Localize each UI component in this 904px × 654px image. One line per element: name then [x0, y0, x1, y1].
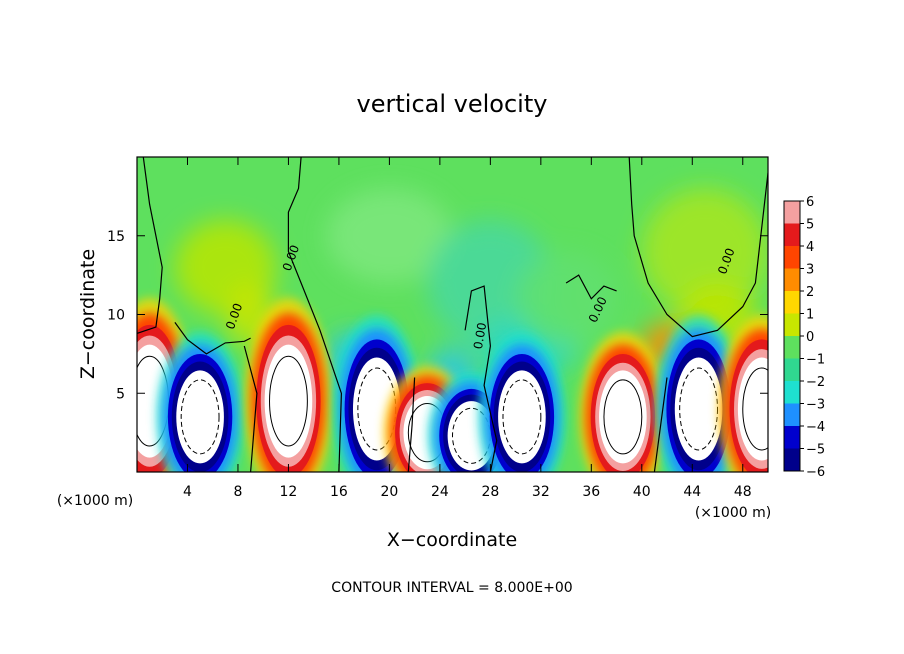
colorbar-tick-label: 4: [806, 240, 814, 255]
x-tick-label: 32: [532, 484, 550, 500]
colorbar-swatch: [784, 313, 800, 337]
y-unit-label: (×1000 m): [57, 493, 133, 509]
velocity-cell-8: [579, 331, 667, 472]
x-tick-label: 4: [183, 484, 192, 500]
x-tick-label: 8: [233, 484, 242, 500]
colorbar: 6 5 4 3 2 1 0 −1 −2 −3 −4 −5 −6: [783, 195, 825, 480]
velocity-cell-7: [478, 331, 566, 472]
x-tick-label: 12: [280, 484, 298, 500]
colorbar-swatch: [784, 336, 800, 359]
x-unit-label: (×1000 m): [695, 505, 771, 521]
y-axis-label: Z−coordinate: [77, 249, 99, 379]
colorbar-swatch: [784, 381, 800, 404]
x-tick-label: 36: [582, 484, 600, 500]
contour-interval-note: CONTOUR INTERVAL = 8.000E+00: [331, 580, 572, 596]
x-tick-label: 48: [734, 484, 752, 500]
colorbar-swatch: [784, 358, 800, 382]
zero-contour-e: [243, 345, 258, 472]
colorbar-tick-label: 6: [806, 195, 814, 210]
x-tick-label: 44: [683, 484, 701, 500]
colorbar-swatch: [784, 268, 800, 292]
velocity-field: [137, 188, 768, 472]
velocity-cell-10: [718, 315, 768, 472]
velocity-cell-2: [156, 331, 244, 472]
colorbar-swatch: [784, 426, 800, 449]
colorbar-swatch: [784, 448, 800, 472]
colorbar-tick-label: −1: [806, 353, 825, 368]
cell-contour: [269, 355, 308, 447]
x-tick-label: 28: [481, 484, 499, 500]
zero-contour-g: [653, 377, 668, 472]
zero-contour-f: [407, 377, 416, 472]
colorbar-swatch: [784, 246, 800, 269]
x-tick-label: 16: [330, 484, 348, 500]
zero-contour-a: [287, 157, 343, 472]
x-axis: 4 8 12 16 20 24 28 32 36 40 44 48: [183, 157, 752, 500]
colorbar-tick-label: 2: [806, 285, 814, 300]
colorbar-tick-label: 5: [806, 218, 814, 233]
colorbar-tick-label: −3: [806, 398, 825, 413]
colorbar-tick-label: −2: [806, 375, 825, 390]
cell-contour: [180, 379, 220, 455]
cell-contour: [679, 367, 719, 451]
colorbar-tick-label: 1: [806, 308, 814, 323]
zero-contour-right: [628, 157, 768, 338]
colorbar-tick-label: 3: [806, 263, 814, 278]
cell-contour: [502, 379, 542, 455]
cell-contour: [742, 367, 768, 451]
velocity-cell-3: [245, 298, 332, 472]
y-tick-label: 10: [107, 308, 125, 324]
y-axis: 5 10 15: [107, 229, 768, 402]
colorbar-tick-label: −6: [806, 465, 825, 480]
colorbar-swatch: [784, 201, 800, 224]
zero-contour-d: [565, 274, 617, 300]
zero-contour-left: [137, 157, 163, 334]
plot-area: 0.000.000.000.000.00: [136, 156, 769, 473]
colorbar-tick-label: 0: [806, 330, 814, 345]
y-tick-label: 5: [116, 386, 125, 402]
y-tick-label: 15: [107, 229, 125, 245]
colorbar-swatch: [784, 291, 800, 314]
colorbar-tick-label: −5: [806, 443, 825, 458]
x-tick-label: 40: [633, 484, 651, 500]
colorbar-tick-label: −4: [806, 420, 825, 435]
colorbar-swatch: [784, 403, 800, 427]
colorbar-swatch: [784, 223, 800, 247]
x-axis-label: X−coordinate: [387, 529, 517, 551]
zero-contour-b: [174, 322, 251, 355]
x-tick-label: 20: [380, 484, 398, 500]
contour-label-3: 0.00: [471, 321, 489, 350]
x-tick-label: 24: [431, 484, 449, 500]
zero-contour-c: [464, 285, 498, 472]
cell-contour: [603, 379, 643, 455]
chart-title: vertical velocity: [357, 90, 548, 118]
